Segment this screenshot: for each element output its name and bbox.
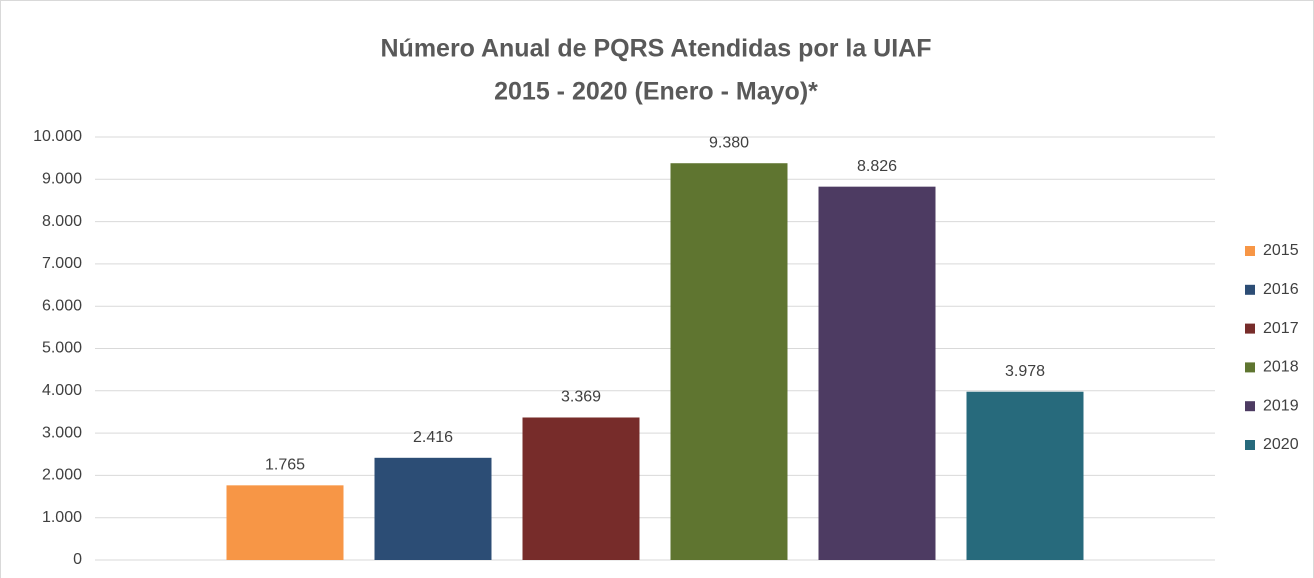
y-tick-label: 10.000 (33, 128, 82, 145)
legend-label: 2019 (1263, 397, 1299, 414)
chart-title: Número Anual de PQRS Atendidas por la UI… (381, 35, 932, 63)
data-label: 2.416 (413, 429, 453, 446)
bar (374, 457, 492, 560)
bar (522, 417, 640, 560)
data-label: 3.369 (561, 389, 601, 406)
y-tick-label: 8.000 (42, 213, 82, 230)
legend-swatch (1245, 284, 1255, 295)
legend-swatch (1245, 401, 1255, 412)
bar (818, 186, 936, 560)
legend-label: 2018 (1263, 359, 1299, 376)
legend-swatch (1245, 362, 1255, 373)
y-tick-label: 1.000 (42, 509, 82, 526)
data-label: 1.765 (265, 457, 305, 474)
legend-swatch (1245, 246, 1255, 256)
y-tick-label: 2.000 (42, 467, 82, 484)
legend-label: 2017 (1263, 320, 1299, 337)
data-label: 8.826 (857, 158, 897, 175)
data-label: 9.380 (709, 134, 749, 151)
legend-label: 2015 (1263, 242, 1299, 259)
bar (670, 163, 788, 560)
chart-subtitle: 2015 - 2020 (Enero - Mayo)* (494, 78, 818, 106)
legend-swatch (1245, 323, 1255, 334)
y-tick-label: 5.000 (42, 340, 82, 357)
legend-swatch (1245, 440, 1255, 450)
y-tick-label: 4.000 (42, 382, 82, 399)
bar (226, 485, 344, 560)
bar (966, 391, 1084, 560)
data-label: 3.978 (1005, 363, 1045, 380)
y-tick-label: 9.000 (42, 171, 82, 188)
legend-label: 2016 (1263, 281, 1299, 298)
y-tick-label: 3.000 (42, 424, 82, 441)
y-tick-label: 0 (73, 551, 82, 568)
legend-label: 2020 (1263, 436, 1299, 453)
y-tick-label: 6.000 (42, 297, 82, 314)
y-tick-label: 7.000 (42, 255, 82, 272)
